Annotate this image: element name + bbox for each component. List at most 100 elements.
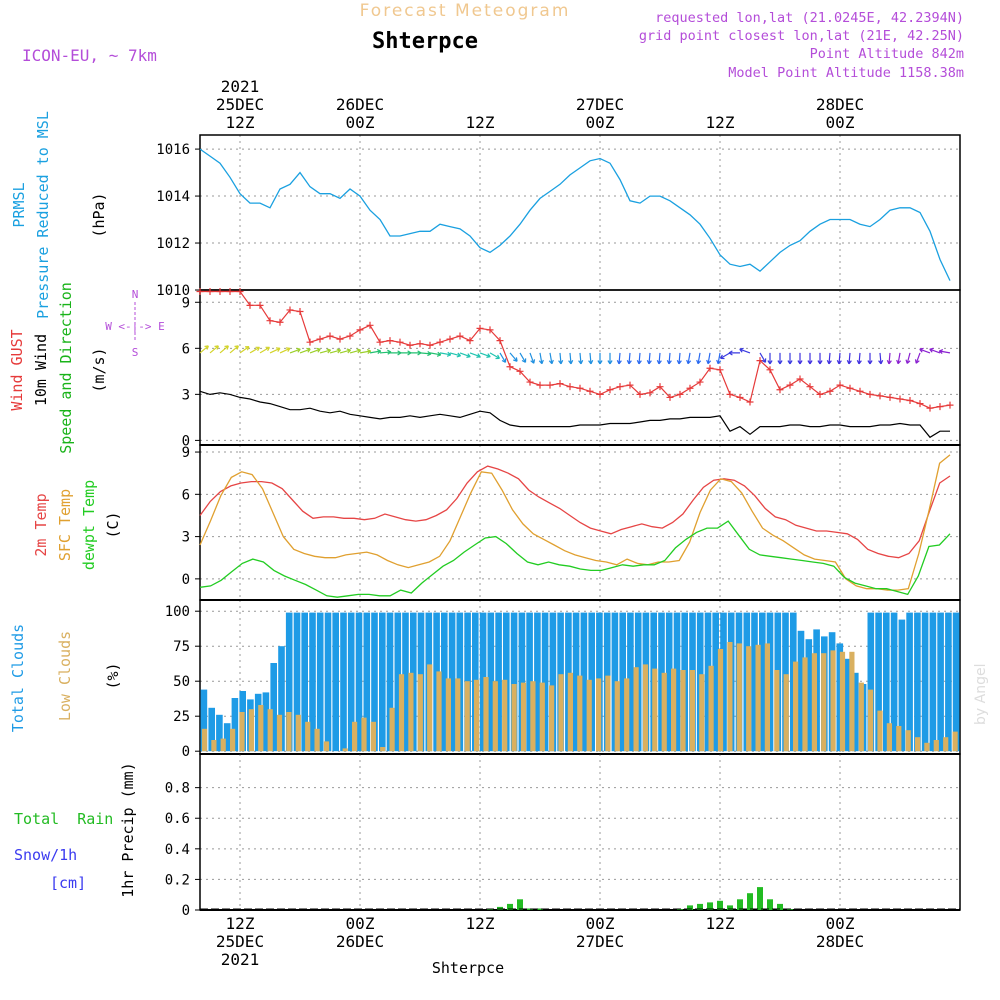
rain-bar: [727, 905, 733, 910]
gust-marker: [536, 381, 544, 389]
total-cloud-bar: [906, 612, 913, 752]
rain-bar: [767, 899, 773, 910]
gust-marker: [246, 301, 254, 309]
wind-dir-arrow: [359, 349, 372, 355]
low-cloud-bar: [633, 667, 639, 752]
top-time-label: 00Z: [346, 113, 375, 132]
gust-marker: [926, 404, 934, 412]
gust-marker: [356, 326, 364, 334]
total-cloud-bar: [712, 612, 719, 752]
rain-bar: [507, 903, 513, 910]
sfc-line: [199, 454, 951, 591]
wind-dir-arrow: [219, 345, 229, 354]
wind-dir-arrow: [905, 352, 911, 364]
low-cloud-bar: [858, 682, 864, 752]
wind-dir-arrow: [349, 348, 362, 354]
total-cloud-bar: [867, 612, 875, 752]
gust-marker: [596, 390, 604, 398]
total-cloud-bar: [937, 612, 944, 752]
wind-panel: Wind GUST 10m Wind Speed and Direction (…: [8, 282, 961, 454]
low-cloud-bar: [436, 671, 442, 752]
low-cloud-bar: [549, 685, 555, 752]
clouds-series: [200, 612, 960, 752]
wind-dir-arrow: [836, 352, 842, 365]
rain-bar: [697, 903, 703, 910]
gust-marker: [206, 288, 214, 296]
panel-frame: [199, 753, 961, 911]
gust-marker: [806, 383, 814, 391]
gust-marker: [616, 383, 624, 391]
bottom-time-label: 28DEC: [816, 932, 864, 951]
gust-marker: [306, 338, 314, 346]
low-cloud-bar: [502, 679, 508, 752]
low-cloud-bar: [539, 682, 545, 752]
low-cloud-bar: [567, 672, 573, 752]
low-cloud-bar: [314, 728, 320, 752]
total-cloud-bar: [363, 612, 371, 752]
low-cloud-bar: [943, 737, 949, 752]
panel-frame: [199, 289, 961, 446]
gust-marker: [626, 381, 634, 389]
gust-marker: [686, 384, 694, 392]
precip-unit: 1hr Precip (mm): [119, 762, 137, 897]
pressure-ticks: 1016 1014 1012 1010: [156, 134, 961, 299]
gust-marker: [276, 318, 284, 326]
compass-s: S: [132, 346, 139, 359]
wind-dir-arrow: [716, 352, 722, 365]
total-cloud-bar: [921, 612, 929, 752]
total-cloud-bar: [836, 643, 844, 752]
footer-location: Shterpce: [432, 959, 504, 977]
rain-bar: [537, 908, 543, 910]
low-cloud-bar: [596, 678, 602, 752]
wind10-label: 10m Wind: [32, 334, 50, 406]
low-cloud-bar: [445, 678, 451, 752]
precip-panel: Total Rain Snow/1h [cm] 1hr Precip (mm) …: [14, 753, 961, 919]
y-tick-label: 0: [182, 744, 190, 760]
low-cloud-bar: [774, 670, 780, 752]
prmsl-line: [199, 148, 951, 281]
gust-marker: [266, 317, 274, 325]
rain-bar: [717, 900, 723, 910]
wind-dir-arrow: [616, 352, 622, 365]
bottom-time-label: 00Z: [826, 914, 855, 933]
wind-dir-arrow: [666, 352, 672, 365]
gust-marker: [766, 366, 774, 374]
low-cloud-bar: [830, 650, 836, 752]
gust-marker: [866, 390, 874, 398]
wind-dir-arrow: [719, 352, 731, 360]
low-cloud-bar: [802, 657, 808, 752]
low-cloud-bar: [915, 737, 921, 752]
low-cloud-bar: [708, 665, 714, 752]
gust-marker: [696, 378, 704, 386]
wind-dir-arrow: [706, 352, 712, 365]
wind-dir-arrow: [410, 350, 422, 356]
wind-grid: [200, 290, 960, 445]
total-cloud-bar: [208, 707, 215, 752]
location-title: Shterpce: [372, 29, 478, 54]
total-cloud-bar: [875, 612, 882, 752]
total-cloud-bar: [262, 692, 270, 752]
low-cloud-bar: [605, 675, 611, 752]
total-cloud-bar: [890, 612, 898, 752]
gust-marker: [676, 390, 684, 398]
total-cloud-bar: [216, 714, 223, 752]
gust-marker: [726, 390, 734, 398]
total-cloud-bar: [945, 612, 952, 752]
y-tick-label: 0.4: [165, 842, 190, 858]
wind-dir-arrow: [686, 352, 692, 365]
rain-bar: [707, 902, 713, 910]
gust-marker: [556, 380, 564, 388]
low-cloud-bar: [455, 678, 461, 752]
rain-bar: [757, 887, 763, 910]
wind-dir-arrow: [509, 352, 518, 362]
total-cloud-bar: [223, 723, 231, 752]
gust-marker: [786, 381, 794, 389]
low-cloud-bar: [511, 684, 517, 752]
y-tick-label: 3: [182, 387, 190, 403]
precip-series: [200, 887, 960, 910]
low-cloud-bar: [474, 679, 480, 752]
low-cloud-bar: [398, 674, 405, 752]
bottom-time-label: 12Z: [226, 914, 255, 933]
dewpt-label: dewpt Temp: [80, 480, 98, 570]
